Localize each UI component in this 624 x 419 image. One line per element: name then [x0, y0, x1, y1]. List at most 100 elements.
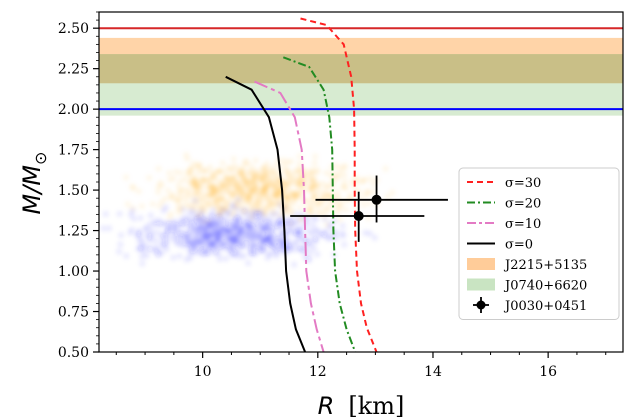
cloud-point: [192, 176, 199, 183]
cloud-point: [245, 230, 252, 237]
cloud-point: [324, 235, 331, 242]
cloud-point: [241, 195, 248, 202]
cloud-point: [314, 251, 321, 258]
cloud-point: [339, 223, 346, 230]
cloud-point: [91, 234, 97, 240]
cloud-point: [272, 184, 279, 191]
cloud-point: [263, 220, 270, 227]
cloud-point: [223, 229, 230, 236]
legend-label: J0030+0451: [503, 299, 587, 314]
cloud-point: [204, 192, 211, 199]
cloud-point: [188, 222, 195, 229]
cloud-point: [360, 176, 367, 183]
cloud-point: [143, 252, 150, 259]
cloud-point: [139, 253, 146, 260]
legend-label: σ=30: [505, 176, 541, 191]
cloud-point: [166, 214, 173, 221]
cloud-point: [255, 220, 262, 227]
cloud-point: [256, 211, 263, 218]
cloud-point: [231, 162, 238, 169]
cloud-point: [155, 189, 162, 196]
cloud-point: [201, 167, 208, 174]
legend-item-σ=20: σ=20: [467, 197, 541, 212]
cloud-point: [148, 226, 155, 233]
cloud-point: [218, 195, 225, 202]
cloud-point: [206, 200, 213, 207]
cloud-point: [177, 169, 184, 176]
legend-item-J2215+5135: J2215+5135: [467, 258, 587, 273]
cloud-point: [106, 225, 113, 232]
cloud-point: [100, 225, 107, 232]
cloud-point: [215, 229, 222, 236]
cloud-point: [291, 261, 298, 268]
cloud-point: [181, 214, 188, 221]
cloud-point: [153, 244, 160, 251]
cloud-point: [185, 237, 192, 244]
cloud-point: [225, 197, 232, 204]
cloud-point: [196, 194, 203, 201]
cloud-point: [263, 181, 270, 188]
cloud-point: [225, 211, 232, 218]
y-tick-label: 1.75: [58, 143, 89, 159]
cloud-point: [250, 230, 257, 237]
cloud-point: [160, 220, 167, 227]
cloud-point: [248, 248, 255, 255]
cloud-point: [276, 191, 283, 198]
cloud-point: [155, 184, 162, 191]
cloud-point: [247, 214, 254, 221]
cloud-point: [242, 157, 249, 164]
cloud-point: [305, 255, 312, 262]
cloud-point: [219, 187, 226, 194]
cloud-point: [312, 153, 319, 160]
cloud-point: [238, 241, 245, 248]
cloud-point: [138, 203, 145, 210]
cloud-point: [341, 197, 348, 204]
cloud-point: [222, 216, 229, 223]
legend-label: σ=20: [505, 197, 541, 212]
legend-label: σ=0: [505, 238, 533, 253]
x-axis-label: R [km]: [318, 392, 405, 419]
legend-box: [458, 167, 620, 320]
cloud-point: [311, 194, 318, 201]
cloud-point: [199, 226, 206, 233]
cloud-point: [136, 232, 143, 239]
y-tick-label: 2.00: [58, 102, 89, 118]
cloud-point: [341, 183, 348, 190]
cloud-point: [158, 249, 165, 256]
cloud-point: [219, 160, 226, 167]
curve-σ=10: [254, 80, 325, 352]
cloud-point: [199, 216, 206, 223]
cloud-point: [365, 189, 372, 196]
cloud-point: [334, 189, 341, 196]
axes: 10 12 14 16 0.50 0.75 1.00 1.25 1.50 1.75 2.00 2.25…: [58, 11, 624, 380]
cloud-point: [186, 186, 193, 193]
cloud-point: [252, 157, 259, 164]
legend-item-σ=30: σ=30: [467, 176, 541, 191]
cloud-point: [306, 249, 313, 256]
cloud-point: [195, 162, 202, 169]
cloud-point: [296, 160, 303, 167]
posterior-cloud-1: [91, 196, 378, 268]
cloud-point: [295, 166, 302, 173]
cloud-point: [248, 187, 255, 194]
cloud-point: [177, 219, 184, 226]
cloud-point: [135, 188, 142, 195]
cloud-point: [257, 203, 264, 210]
cloud-point: [152, 221, 159, 228]
cloud-point: [332, 235, 339, 242]
cloud-point: [305, 207, 312, 214]
cloud-point: [307, 186, 314, 193]
x-tick-label: 12: [309, 364, 327, 380]
curve-σ=0: [225, 75, 307, 352]
cloud-point: [308, 200, 315, 207]
cloud-point: [248, 238, 255, 245]
cloud-point: [269, 211, 276, 218]
cloud-point: [254, 226, 261, 233]
cloud-point: [128, 226, 135, 233]
cloud-point: [191, 243, 198, 250]
cloud-point: [238, 165, 245, 172]
cloud-point: [182, 175, 189, 182]
cloud-point: [253, 202, 260, 209]
cloud-point: [234, 212, 241, 219]
cloud-point: [183, 151, 190, 158]
